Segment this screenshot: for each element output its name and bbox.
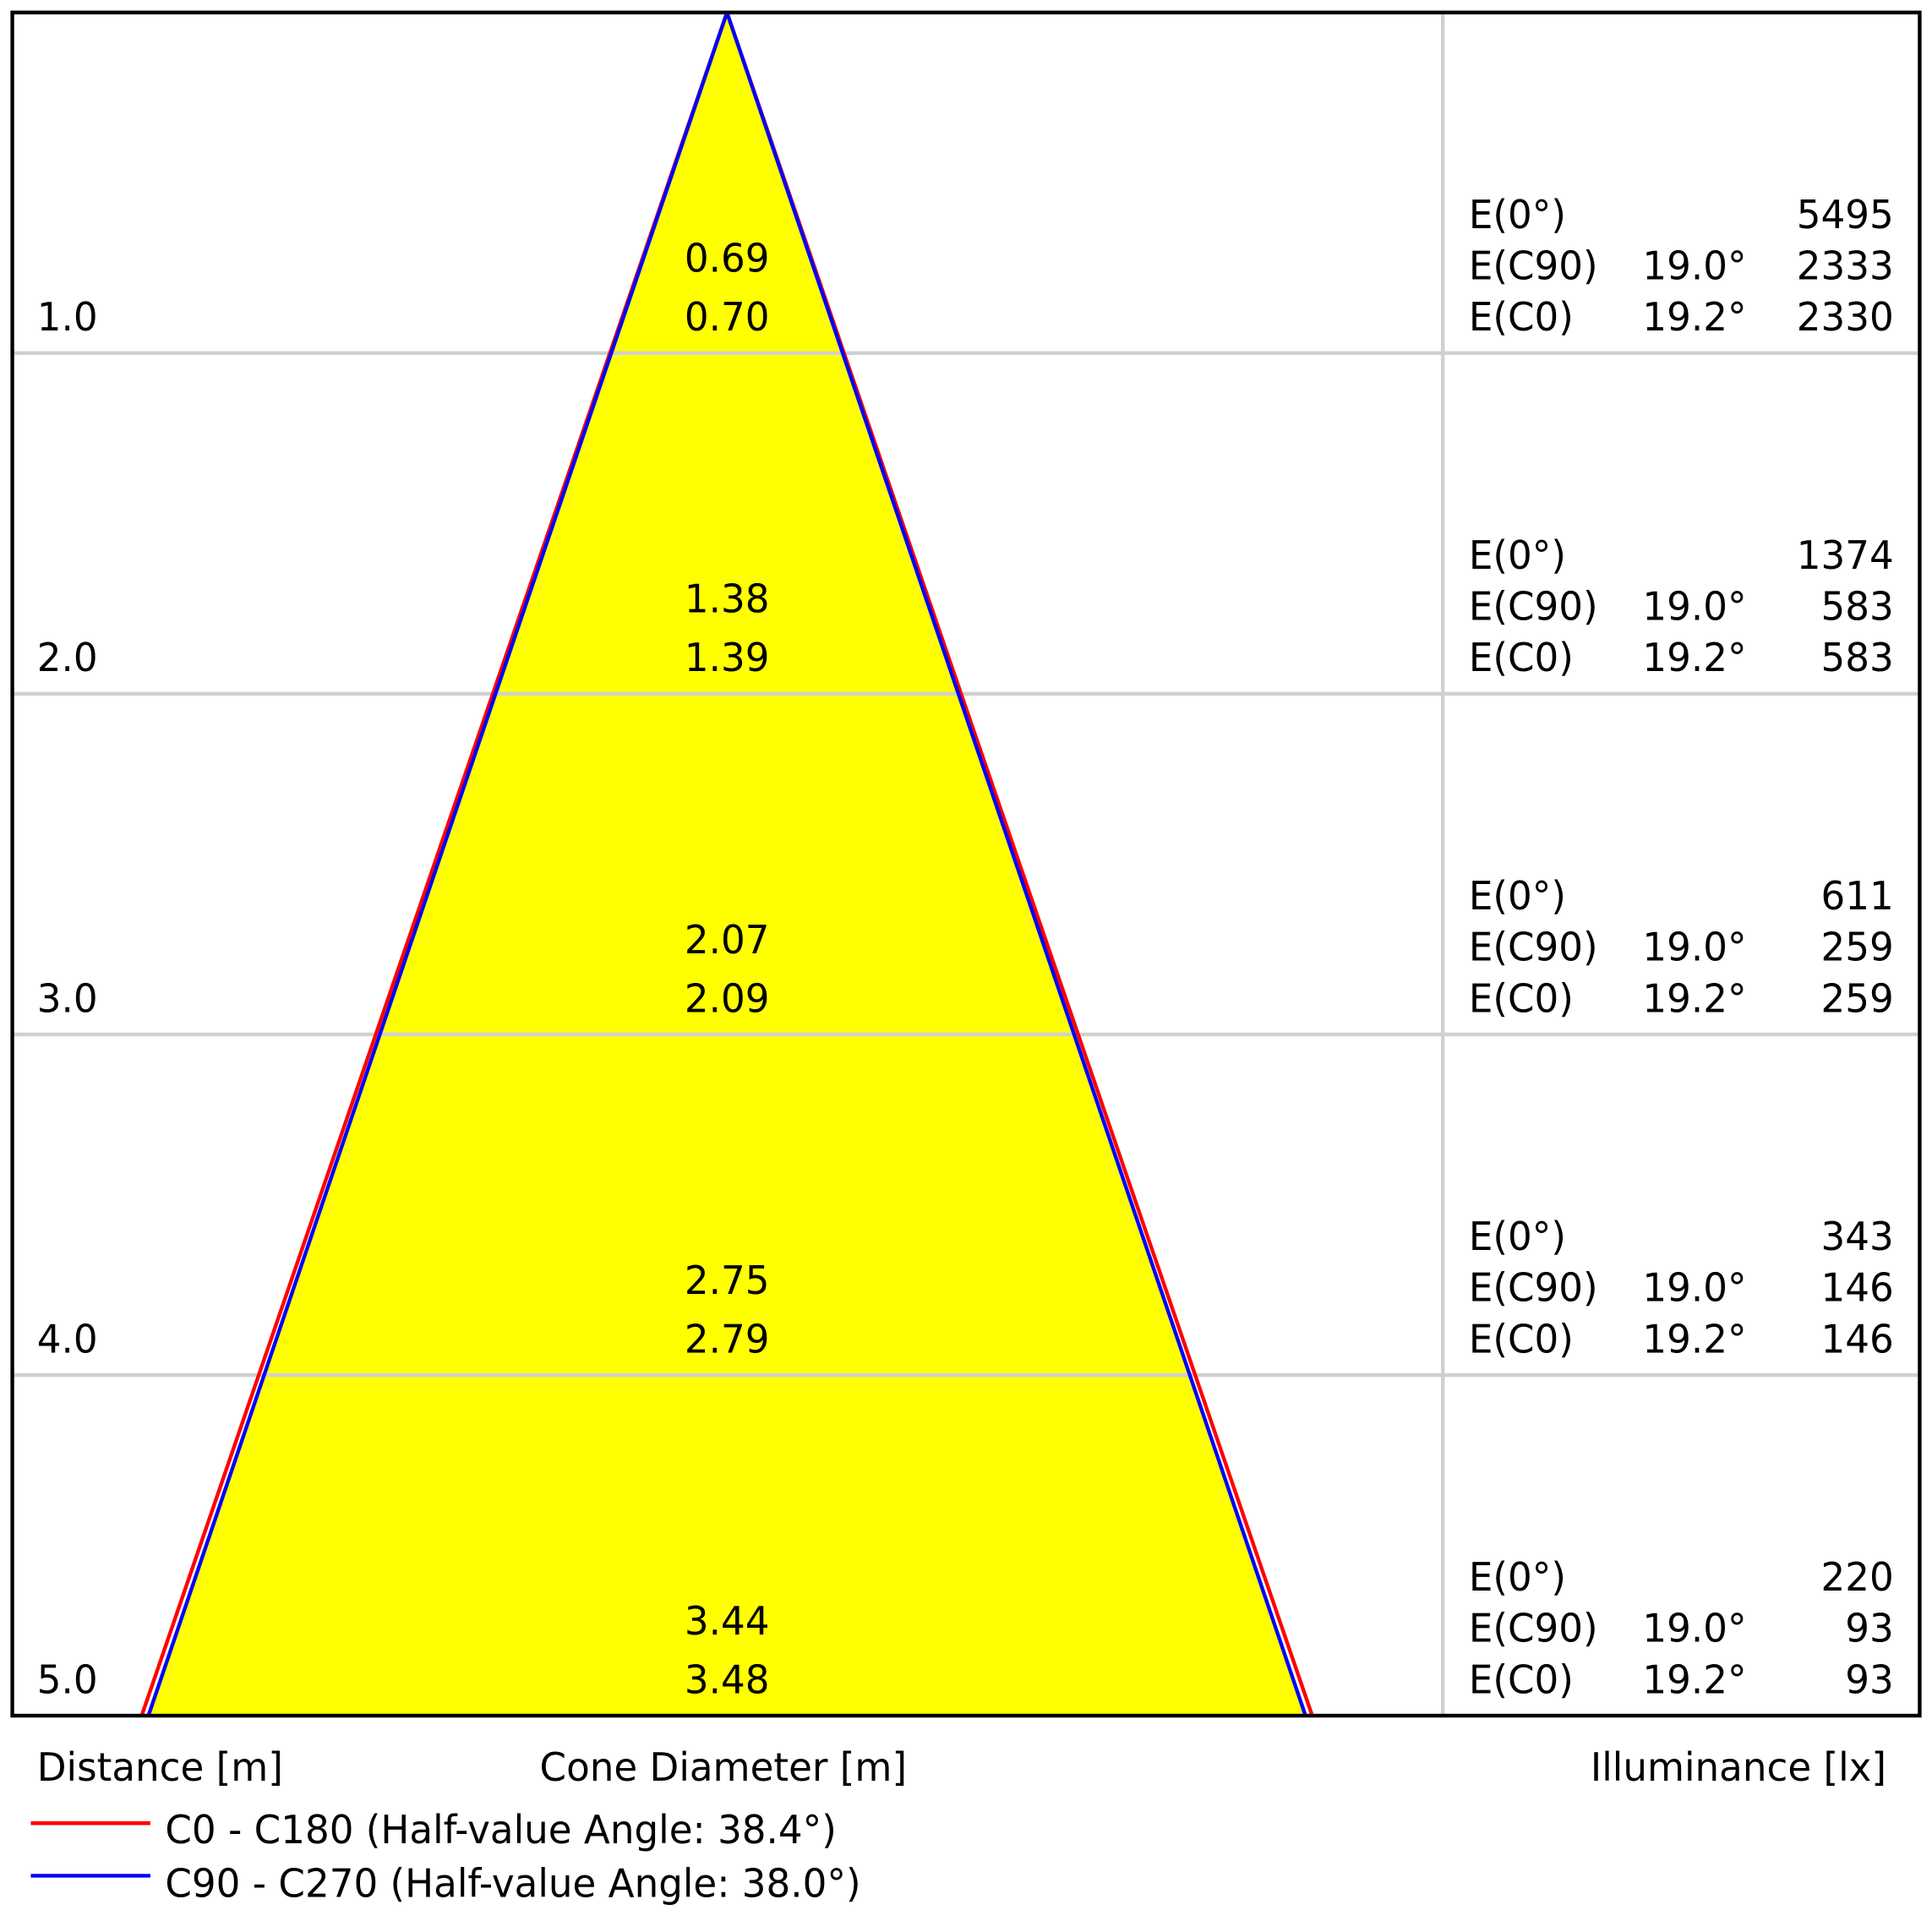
e0-label: E(0°) bbox=[1469, 193, 1566, 237]
ec90-value: 146 bbox=[1821, 1265, 1894, 1310]
e0-value: 220 bbox=[1821, 1555, 1894, 1600]
legend-label-c90: C90 - C270 (Half-value Angle: 38.0°) bbox=[165, 1861, 860, 1906]
distance-label: 1.0 bbox=[37, 295, 98, 340]
diameter-c0-label: 0.70 bbox=[685, 295, 770, 340]
ec0-angle: 19.2° bbox=[1642, 1317, 1746, 1362]
ec0-value: 2330 bbox=[1797, 295, 1894, 340]
ec0-value: 259 bbox=[1821, 976, 1894, 1021]
ec0-angle: 19.2° bbox=[1642, 636, 1746, 680]
distance-label: 2.0 bbox=[37, 636, 98, 680]
c90-line-right bbox=[725, 12, 1307, 1716]
diameter-c90-label: 3.44 bbox=[685, 1599, 770, 1644]
diameter-c0-label: 1.39 bbox=[685, 636, 770, 680]
e0-value: 611 bbox=[1821, 874, 1894, 919]
distance-label: 5.0 bbox=[37, 1657, 98, 1702]
distance-label: 3.0 bbox=[37, 976, 98, 1021]
e0-value: 1374 bbox=[1797, 533, 1894, 578]
ec90-label: E(C90) bbox=[1469, 243, 1598, 288]
e0-label: E(0°) bbox=[1469, 1214, 1566, 1259]
ec0-value: 146 bbox=[1821, 1317, 1894, 1362]
ec90-value: 93 bbox=[1845, 1606, 1893, 1651]
ec0-angle: 19.2° bbox=[1642, 295, 1746, 340]
ec0-label: E(C0) bbox=[1469, 1317, 1574, 1362]
illuminance-axis-label: Illuminance [lx] bbox=[1591, 1745, 1886, 1790]
ec90-angle: 19.0° bbox=[1642, 1265, 1746, 1310]
ec90-label: E(C90) bbox=[1469, 1265, 1598, 1310]
e0-label: E(0°) bbox=[1469, 1555, 1566, 1600]
ec90-value: 2333 bbox=[1797, 243, 1894, 288]
diameter-c90-label: 2.07 bbox=[685, 917, 770, 962]
diameter-c90-label: 0.69 bbox=[685, 236, 770, 281]
ec0-angle: 19.2° bbox=[1642, 976, 1746, 1021]
c90-line-left bbox=[146, 12, 729, 1716]
ec0-value: 93 bbox=[1845, 1657, 1893, 1702]
diameter-c0-label: 3.48 bbox=[685, 1657, 770, 1702]
ec0-value: 583 bbox=[1821, 636, 1894, 680]
ec0-label: E(C0) bbox=[1469, 976, 1574, 1021]
ec90-label: E(C90) bbox=[1469, 1606, 1598, 1651]
ec90-label: E(C90) bbox=[1469, 584, 1598, 629]
distance-axis-label: Distance [m] bbox=[37, 1745, 283, 1790]
e0-label: E(0°) bbox=[1469, 874, 1566, 919]
diameter-c90-label: 1.38 bbox=[685, 576, 770, 621]
e0-value: 5495 bbox=[1797, 193, 1894, 237]
diameter-axis-label: Cone Diameter [m] bbox=[540, 1745, 908, 1790]
ec90-angle: 19.0° bbox=[1642, 1606, 1746, 1651]
ec90-angle: 19.0° bbox=[1642, 925, 1746, 969]
legend-label-c0: C0 - C180 (Half-value Angle: 38.4°) bbox=[165, 1808, 837, 1853]
ec0-label: E(C0) bbox=[1469, 295, 1574, 340]
e0-label: E(0°) bbox=[1469, 533, 1566, 578]
e0-value: 343 bbox=[1821, 1214, 1894, 1259]
diameter-c90-label: 2.75 bbox=[685, 1258, 770, 1302]
ec90-label: E(C90) bbox=[1469, 925, 1598, 969]
ec0-angle: 19.2° bbox=[1642, 1657, 1746, 1702]
ec90-angle: 19.0° bbox=[1642, 243, 1746, 288]
cone-fill bbox=[148, 12, 1306, 1716]
ec90-angle: 19.0° bbox=[1642, 584, 1746, 629]
chart-frame bbox=[10, 10, 1922, 1718]
ec0-label: E(C0) bbox=[1469, 1657, 1574, 1702]
diameter-c0-label: 2.79 bbox=[685, 1317, 770, 1362]
ec90-value: 583 bbox=[1821, 584, 1894, 629]
distance-label: 4.0 bbox=[37, 1317, 98, 1362]
ec90-value: 259 bbox=[1821, 925, 1894, 969]
diameter-c0-label: 2.09 bbox=[685, 976, 770, 1021]
ec0-label: E(C0) bbox=[1469, 636, 1574, 680]
